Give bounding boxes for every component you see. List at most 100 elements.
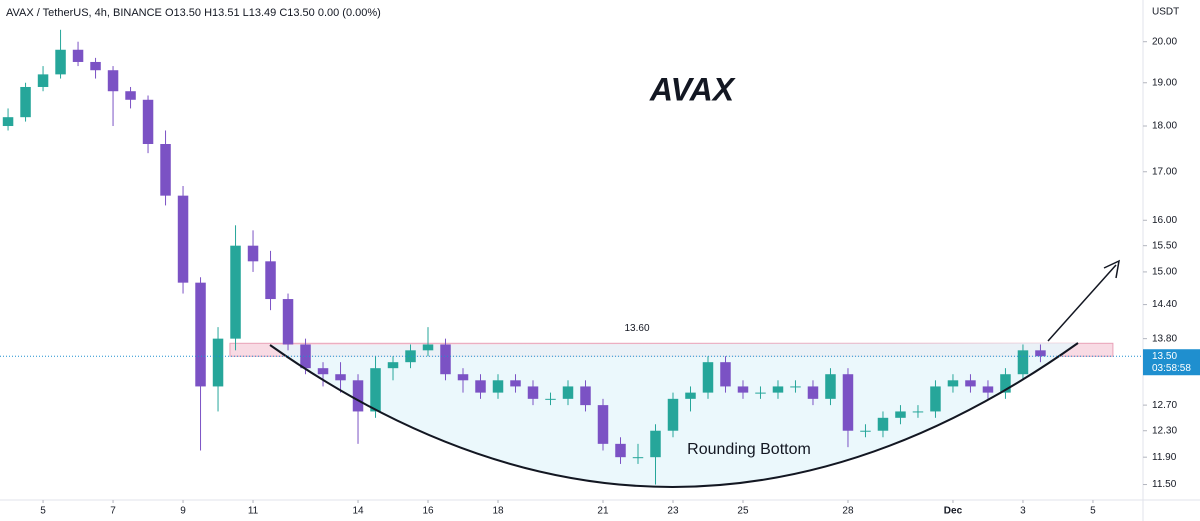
candle-body: [195, 282, 206, 387]
last-price-box: [1143, 349, 1200, 376]
y-tick-label: 11.90: [1152, 452, 1177, 463]
x-tick-label: 3: [1020, 506, 1026, 517]
candle-body: [877, 417, 889, 431]
candle-body: [580, 386, 591, 406]
x-tick-label: 21: [597, 506, 609, 517]
candle-body: [422, 344, 434, 351]
candle-body: [457, 374, 469, 381]
x-tick-label: 25: [737, 506, 749, 517]
candle-body: [650, 430, 661, 458]
candle-body: [772, 386, 784, 393]
axis-unit: USDT: [1152, 7, 1179, 18]
x-tick-label: 5: [1090, 506, 1096, 517]
candle-body: [982, 386, 994, 393]
candle-body: [20, 86, 31, 118]
candle-body: [720, 362, 731, 387]
y-tick-label: 17.00: [1152, 166, 1177, 177]
y-tick-label: 11.50: [1152, 479, 1177, 490]
candle-body: [807, 386, 819, 399]
candle-body: [440, 344, 451, 375]
chart-legend: AVAX / TetherUS, 4h, BINANCE O13.50 H13.…: [6, 7, 381, 19]
zone-label: 13.60: [624, 323, 649, 334]
rounding-curve: [269, 342, 1079, 488]
candle-body: [492, 380, 504, 393]
candle-body: [125, 91, 136, 100]
y-tick-label: 16.00: [1152, 215, 1177, 226]
candle-body: [615, 443, 626, 458]
y-tick-label: 18.00: [1152, 121, 1177, 132]
candle-body: [2, 117, 14, 127]
candle-body: [930, 386, 941, 412]
y-tick-label: 15.00: [1152, 267, 1177, 278]
candle-body: [965, 380, 976, 387]
y-tick-label: 20.00: [1152, 36, 1177, 47]
candle-body: [790, 386, 801, 388]
candle-body: [737, 386, 749, 393]
watermark-label: AVAX: [649, 71, 736, 107]
x-tick-label: 28: [842, 506, 854, 517]
candle-body: [352, 380, 364, 412]
candle-body: [475, 380, 486, 393]
candle-body: [90, 61, 101, 71]
y-tick-label: 15.50: [1152, 240, 1177, 251]
candle-body: [1017, 350, 1029, 375]
candle-body: [300, 344, 311, 369]
countdown-label: 03:58:58: [1152, 363, 1191, 374]
x-tick-label: 18: [492, 506, 504, 517]
candle-body: [265, 261, 276, 300]
candle-body: [177, 195, 189, 283]
candle-body: [37, 74, 49, 87]
candle-body: [895, 411, 906, 418]
candle-body: [667, 398, 679, 431]
pattern-label: Rounding Bottom: [687, 441, 811, 458]
candles: [2, 29, 1046, 485]
candle-body: [912, 411, 924, 413]
x-tick-label: 23: [667, 506, 679, 517]
candle-body: [317, 368, 329, 375]
candle-body: [405, 350, 416, 363]
candle-body: [387, 362, 399, 369]
candle-body: [632, 457, 644, 459]
arrow-line: [1047, 264, 1117, 342]
candle-body: [947, 380, 959, 387]
candle-body: [860, 430, 871, 432]
candle-body: [160, 144, 171, 196]
candle-body: [55, 49, 66, 75]
candle-body: [685, 392, 696, 399]
x-tick-label: 9: [180, 506, 186, 517]
candle-body: [1035, 350, 1046, 357]
candle-body: [370, 368, 381, 412]
candle-body: [212, 338, 224, 387]
candle-body: [1000, 374, 1011, 393]
x-tick-label: 14: [352, 506, 364, 517]
candle-body: [282, 299, 294, 345]
candle-body: [247, 245, 259, 262]
candle-body: [142, 99, 154, 145]
candle-body: [597, 405, 609, 444]
candle-body: [107, 70, 119, 92]
candle-body: [527, 386, 539, 399]
candle-body: [825, 374, 836, 399]
candle-body: [72, 49, 84, 62]
x-tick-label: 16: [422, 506, 434, 517]
x-tick-label: Dec: [944, 506, 963, 517]
candle-body: [545, 398, 556, 400]
y-tick-label: 12.30: [1152, 425, 1177, 436]
candle-body: [702, 362, 714, 393]
candle-body: [510, 380, 521, 387]
x-tick-label: 7: [110, 506, 116, 517]
candle-body: [755, 392, 766, 394]
last-price-label: 13.50: [1152, 351, 1177, 362]
y-tick-label: 12.70: [1152, 400, 1177, 411]
arrow-head: [1103, 259, 1120, 279]
candle-body: [230, 245, 241, 339]
x-tick-label: 11: [248, 506, 259, 517]
candle-body: [335, 374, 346, 381]
y-tick-label: 19.00: [1152, 77, 1177, 88]
candle-body: [562, 386, 574, 399]
y-tick-label: 13.80: [1152, 333, 1177, 344]
y-tick-label: 14.40: [1152, 299, 1177, 310]
candle-body: [842, 374, 854, 431]
